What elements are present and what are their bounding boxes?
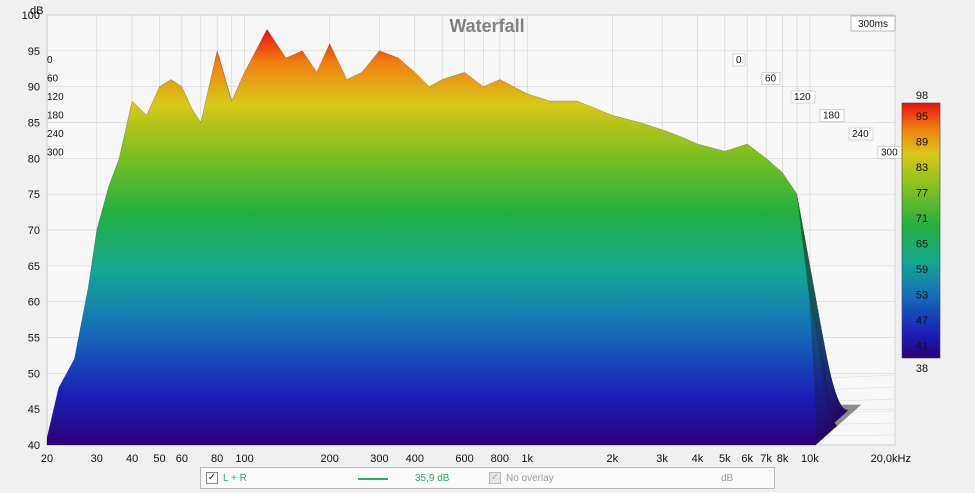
x-tick-label: 400 xyxy=(406,453,424,465)
y-tick-label: 40 xyxy=(28,440,40,452)
lr-line-swatch xyxy=(358,478,388,480)
time-tick-left-label: 180 xyxy=(47,111,64,122)
time-tick-left-label: 120 xyxy=(47,92,64,103)
time-tick-left-label: 60 xyxy=(47,74,59,85)
x-tick-label: 200 xyxy=(320,453,338,465)
x-tick-label: 10k xyxy=(801,453,819,465)
x-tick-label: 3k xyxy=(656,453,668,465)
colorbar-tick: 53 xyxy=(916,289,928,301)
x-tick-label: 7k xyxy=(760,453,772,465)
time-tick-right-label: 180 xyxy=(823,111,840,122)
x-tick-label: 4k xyxy=(692,453,704,465)
lr-label: L + R xyxy=(223,473,247,484)
x-tick-label: 100 xyxy=(235,453,253,465)
time-tick-right-label: 0 xyxy=(736,55,742,66)
time-tick-right: 120 xyxy=(790,90,816,104)
colorbar-tick: 98 xyxy=(916,90,928,102)
time-tick-right: 300 xyxy=(877,146,903,159)
y-tick-label: 85 xyxy=(28,118,40,130)
time-tick-right-label: 240 xyxy=(852,129,869,140)
colorbar-tick: 65 xyxy=(916,238,928,250)
colorbar-tick: 77 xyxy=(916,187,928,199)
y-tick-label: 65 xyxy=(28,261,40,273)
x-tick-label: 300 xyxy=(370,453,388,465)
chart-title: Waterfall xyxy=(449,16,524,36)
y-tick-label: 95 xyxy=(28,46,40,58)
overlay-label: No overlay xyxy=(506,473,554,484)
time-badge: 300ms xyxy=(850,15,896,32)
overlay-checkbox[interactable]: ✓ xyxy=(489,472,501,484)
x-tick-label: 1k xyxy=(521,453,533,465)
y-tick-label: 80 xyxy=(28,153,40,165)
time-tick-right: 0 xyxy=(732,53,746,67)
x-tick-label: 20,0kHz xyxy=(871,453,911,465)
x-tick-label: 600 xyxy=(455,453,473,465)
lr-checkbox[interactable]: ✓ xyxy=(206,472,218,484)
y-tick-label: 70 xyxy=(28,225,40,237)
y-tick-label: 55 xyxy=(28,333,40,345)
x-tick-label: 40 xyxy=(126,453,138,465)
axis-layer: 100 95 90 85 80 75 70 65 60 55 50 45 40 dB 20 30 40 50 60 8… xyxy=(22,5,911,465)
waterfall-surface xyxy=(46,28,861,446)
time-badge-text: 300ms xyxy=(858,19,888,30)
x-tick-label: 5k xyxy=(719,453,731,465)
x-tick-label: 80 xyxy=(211,453,223,465)
time-tick-right: 60 xyxy=(761,72,781,85)
overlay-unit: dB xyxy=(721,473,734,484)
y-tick-label: 100 xyxy=(22,10,40,22)
x-tick-label: 60 xyxy=(176,453,188,465)
time-tick-right: 180 xyxy=(819,109,845,122)
time-tick-right: 240 xyxy=(848,127,874,141)
colorbar-gradient xyxy=(901,102,941,359)
colorbar-tick: 95 xyxy=(916,111,928,123)
colorbar-tick: 47 xyxy=(916,315,928,327)
colorbar-tick: 59 xyxy=(916,264,928,276)
time-tick-left-label: 300 xyxy=(47,148,64,159)
x-tick-label: 6k xyxy=(741,453,753,465)
y-unit-label: dB xyxy=(30,5,43,17)
colorbar-tick: 38 xyxy=(916,363,928,375)
colorbar-tick: 71 xyxy=(916,213,928,225)
time-tick-left-label: 240 xyxy=(47,129,64,140)
y-tick-label: 50 xyxy=(28,368,40,380)
colorbar: 98 95 89 83 77 71 65 59 53 47 41 38 xyxy=(901,90,941,375)
y-tick-label: 90 xyxy=(28,82,40,94)
colorbar-tick: 89 xyxy=(916,136,928,148)
x-tick-label: 800 xyxy=(491,453,509,465)
waterfall-slice xyxy=(46,28,817,446)
x-tick-label: 2k xyxy=(607,453,619,465)
time-tick-right-label: 120 xyxy=(794,92,811,103)
x-tick-label: 20 xyxy=(41,453,53,465)
time-tick-left-label: 0 xyxy=(47,55,53,66)
legend-bar: ✓ L + R 35,9 dB ✓ No overlay dB xyxy=(200,467,775,489)
y-tick-label: 75 xyxy=(28,189,40,201)
colorbar-tick: 41 xyxy=(916,340,928,352)
x-tick-label: 8k xyxy=(777,453,789,465)
x-tick-label: 50 xyxy=(153,453,165,465)
time-tick-right-label: 300 xyxy=(881,148,898,159)
y-tick-label: 60 xyxy=(28,297,40,309)
colorbar-tick: 83 xyxy=(916,162,928,174)
time-tick-right-label: 60 xyxy=(765,74,777,85)
x-tick-label: 30 xyxy=(91,453,103,465)
lr-level: 35,9 dB xyxy=(415,473,450,484)
y-tick-label: 45 xyxy=(28,404,40,416)
